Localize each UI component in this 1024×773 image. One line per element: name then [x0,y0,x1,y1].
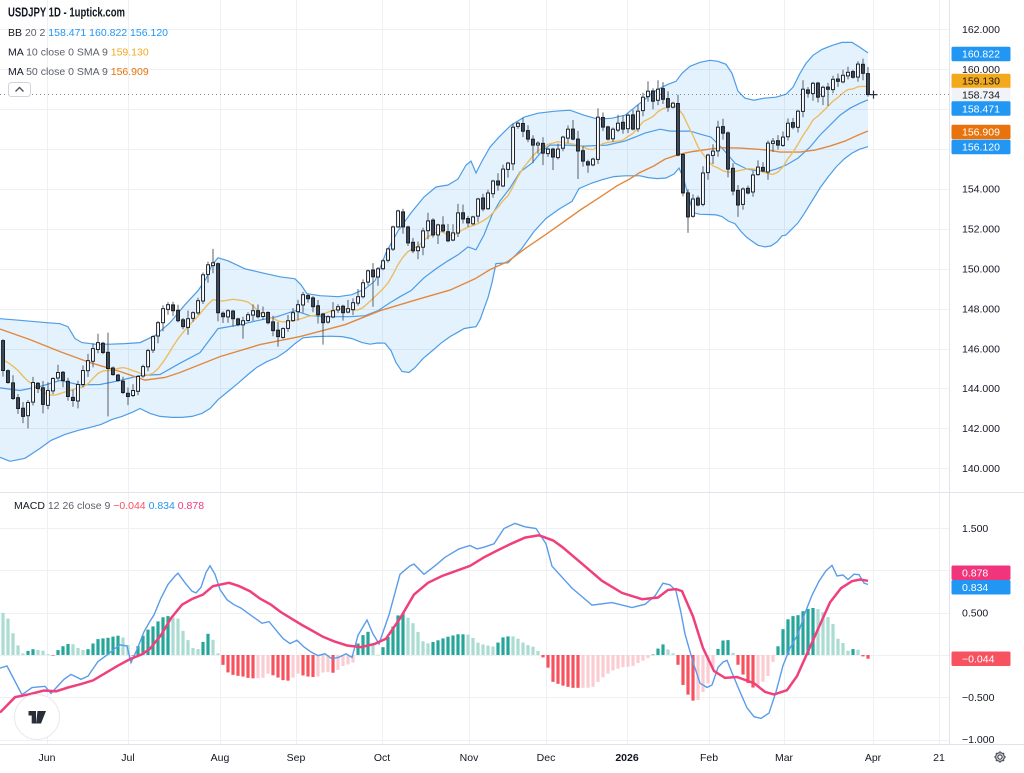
svg-text:MA 10 close 0 SMA 9 159.130: MA 10 close 0 SMA 9 159.130 [8,47,149,59]
svg-text:−0.044: −0.044 [962,653,995,665]
svg-text:USDJPY 1D - 1uptick.com: USDJPY 1D - 1uptick.com [8,5,125,20]
svg-text:Jun: Jun [39,752,56,764]
svg-text:Jul: Jul [121,752,134,764]
svg-text:MACD 12 26 close 9 −0.044 0.8: MACD 12 26 close 9 −0.044 0.834 0.878 [14,500,204,512]
svg-text:144.000: 144.000 [962,383,1000,395]
svg-text:0.878: 0.878 [962,568,988,580]
svg-text:160.822: 160.822 [962,49,1000,61]
svg-text:142.000: 142.000 [962,423,1000,435]
svg-text:156.120: 156.120 [962,142,1000,154]
svg-text:Sep: Sep [287,752,306,764]
svg-text:Apr: Apr [865,752,882,764]
svg-text:0.834: 0.834 [962,582,988,594]
svg-text:Oct: Oct [374,752,390,764]
svg-text:148.000: 148.000 [962,303,1000,315]
svg-text:154.000: 154.000 [962,184,1000,196]
svg-text:2026: 2026 [615,752,639,764]
svg-text:Feb: Feb [700,752,718,764]
svg-text:0.500: 0.500 [962,608,988,620]
svg-text:158.734: 158.734 [962,90,1000,102]
svg-text:Nov: Nov [460,752,479,764]
svg-text:158.471: 158.471 [962,103,1000,115]
svg-text:−0.500: −0.500 [962,692,995,704]
svg-text:21: 21 [933,752,945,764]
svg-text:146.000: 146.000 [962,343,1000,355]
svg-text:Aug: Aug [211,752,230,764]
svg-text:160.000: 160.000 [962,64,1000,76]
svg-text:150.000: 150.000 [962,264,1000,276]
svg-text:162.000: 162.000 [962,24,1000,36]
svg-text:BB 20 2 158.471 160.822 156: BB 20 2 158.471 160.822 156.120 [8,27,168,39]
svg-text:156.909: 156.909 [962,127,1000,139]
svg-text:Dec: Dec [537,752,556,764]
svg-text:152.000: 152.000 [962,224,1000,236]
svg-text:159.130: 159.130 [962,76,1000,88]
svg-text:−1.000: −1.000 [962,734,995,746]
svg-text:Mar: Mar [775,752,794,764]
svg-text:140.000: 140.000 [962,463,1000,475]
svg-text:1.500: 1.500 [962,523,988,535]
svg-text:MA 50 close 0 SMA 9 156.909: MA 50 close 0 SMA 9 156.909 [8,66,149,78]
